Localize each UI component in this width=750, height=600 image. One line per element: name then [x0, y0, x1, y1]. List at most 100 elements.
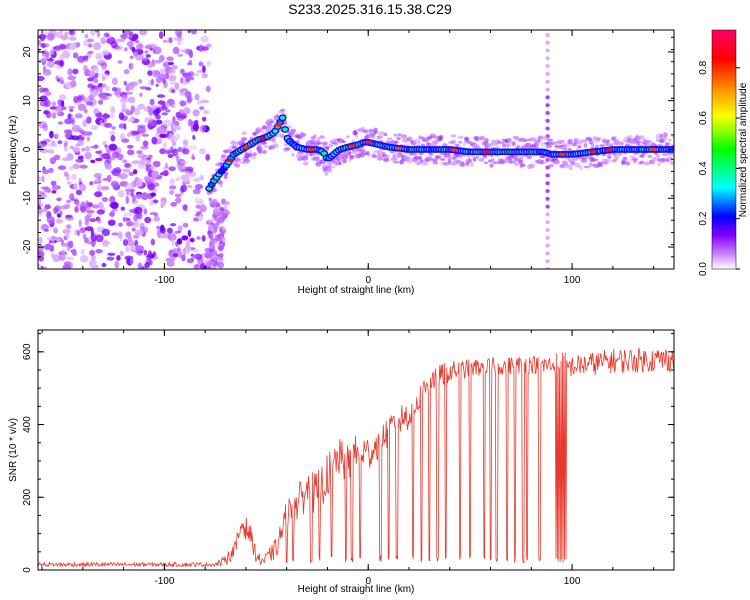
- noise-blob: [118, 173, 128, 180]
- noise-blob: [111, 77, 118, 86]
- noise-blob: [38, 207, 43, 215]
- noise-blob: [169, 189, 175, 195]
- ridge-halo: [550, 141, 557, 145]
- noise-blob: [179, 88, 186, 93]
- x-tick-label: 100: [564, 576, 581, 587]
- noise-blob: [186, 95, 193, 103]
- noise-blob: [220, 229, 225, 237]
- ridge-core: [280, 115, 286, 120]
- ridge-halo: [458, 162, 466, 167]
- noise-blob: [65, 230, 70, 239]
- ridge-halo: [257, 129, 265, 132]
- ridge-halo: [222, 154, 227, 158]
- artifact-blob: [545, 212, 550, 217]
- noise-blob: [124, 163, 131, 168]
- noise-blob: [144, 50, 149, 54]
- noise-blob: [59, 210, 63, 215]
- noise-blob: [68, 166, 74, 171]
- noise-blob: [143, 263, 147, 269]
- ridge-halo: [647, 154, 653, 158]
- noise-blob: [192, 188, 201, 195]
- artifact-blob: [545, 48, 550, 53]
- noise-blob: [122, 216, 127, 223]
- noise-blob: [170, 223, 177, 227]
- ridge-halo: [291, 152, 295, 157]
- noise-blob: [42, 123, 49, 131]
- noise-blob: [224, 201, 230, 206]
- x-tick-label: -100: [154, 275, 174, 286]
- noise-blob: [76, 230, 81, 237]
- noise-blob: [150, 238, 155, 246]
- noise-blob: [71, 248, 77, 256]
- noise-blob: [86, 136, 91, 142]
- noise-blob: [165, 257, 172, 263]
- noise-blob: [172, 64, 176, 69]
- noise-blob: [84, 34, 89, 39]
- noise-blob: [83, 97, 89, 103]
- noise-blob: [67, 105, 75, 109]
- noise-blob: [91, 125, 98, 131]
- noise-blob: [160, 224, 165, 232]
- noise-blob: [204, 247, 212, 253]
- snr-panel: -100 0 100 0 200 400 600 Height of straight li…: [8, 329, 675, 595]
- ridge-halo: [563, 146, 568, 152]
- noise-blob: [38, 75, 45, 82]
- artifact-blob: [545, 103, 550, 108]
- noise-blob: [89, 259, 95, 268]
- noise-blob: [201, 73, 208, 79]
- noise-blob: [90, 145, 100, 149]
- ridge-halo: [548, 163, 554, 168]
- noise-blob: [162, 170, 169, 177]
- noise-blob: [73, 95, 79, 104]
- noise-blob: [123, 34, 127, 40]
- noise-blob: [214, 208, 220, 216]
- noise-blob: [53, 143, 58, 148]
- ridge-halo: [490, 158, 495, 162]
- noise-blob: [178, 109, 184, 114]
- noise-blob: [162, 61, 170, 68]
- ridge-halo: [595, 144, 599, 149]
- noise-blob: [212, 251, 218, 255]
- noise-blob: [58, 54, 65, 62]
- ridge-halo: [576, 141, 583, 145]
- ridge-halo: [434, 155, 442, 159]
- noise-blob: [90, 234, 97, 242]
- noise-blob: [96, 217, 102, 224]
- ridge-halo: [432, 160, 438, 165]
- ridge-halo: [348, 151, 352, 156]
- noise-blob: [111, 169, 121, 177]
- ridge-halo: [590, 142, 595, 147]
- noise-blob: [38, 245, 45, 251]
- ridge-halo: [536, 144, 540, 150]
- ridge-halo: [373, 131, 378, 134]
- noise-blob: [151, 69, 160, 78]
- noise-blob: [215, 202, 221, 208]
- noise-blob: [89, 249, 96, 256]
- noise-blob: [187, 184, 193, 189]
- noise-blob: [142, 140, 149, 147]
- ridge-halo: [570, 143, 577, 147]
- noise-blob: [95, 113, 101, 118]
- noise-blob: [84, 108, 88, 114]
- noise-blob: [63, 129, 73, 134]
- noise-blob: [66, 199, 71, 204]
- noise-blob: [68, 36, 77, 41]
- artifact-blob: [545, 71, 550, 76]
- ridge-halo: [578, 165, 584, 170]
- noise-blob: [59, 205, 68, 210]
- noise-blob: [110, 134, 116, 142]
- noise-blob: [110, 40, 118, 49]
- noise-blob: [110, 195, 115, 201]
- ridge-halo: [243, 158, 251, 164]
- ridge-halo: [483, 161, 489, 164]
- noise-blob: [40, 141, 47, 145]
- noise-blob: [141, 133, 149, 137]
- noise-blob: [180, 112, 188, 120]
- noise-blob: [182, 148, 190, 155]
- ridge-halo: [500, 160, 506, 165]
- ridge-halo: [599, 164, 603, 167]
- ridge-halo: [420, 159, 424, 164]
- noise-blob: [40, 224, 49, 231]
- noise-blob: [145, 54, 151, 58]
